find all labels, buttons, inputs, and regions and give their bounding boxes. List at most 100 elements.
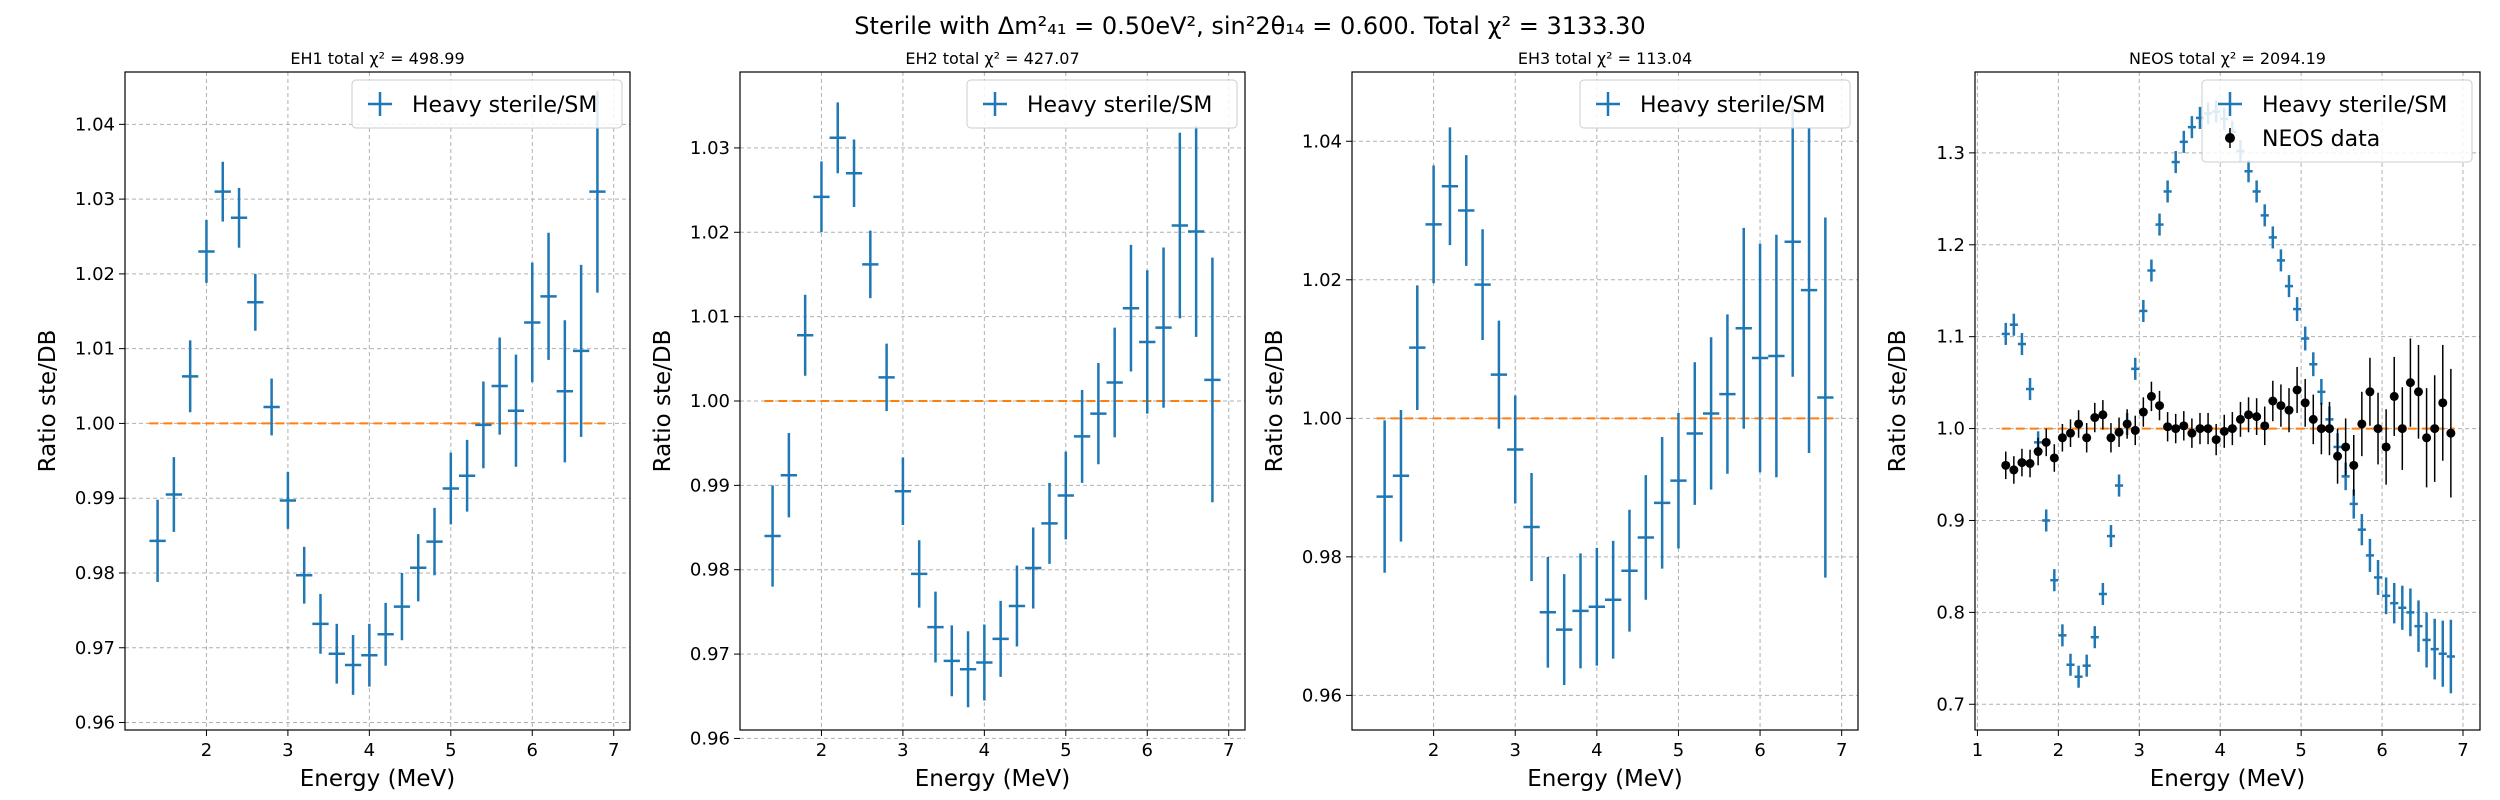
x-tick-label: 4: [2214, 740, 2225, 761]
data-point: [2106, 433, 2116, 443]
data-point: [2211, 435, 2221, 445]
data-point: [2195, 424, 2205, 434]
y-tick-label: 1.01: [75, 339, 115, 360]
y-tick-label: 1.04: [75, 114, 115, 135]
data-point: [2074, 419, 2084, 429]
subplot-title: NEOS total χ² = 2094.19: [2129, 49, 2326, 68]
x-tick-label: 6: [2376, 740, 2387, 761]
legend: Heavy sterile/SM: [966, 79, 1238, 129]
x-tick-label: 6: [1142, 740, 1153, 761]
data-point: [2284, 405, 2294, 415]
data-point: [2138, 407, 2148, 417]
data-point: [2057, 433, 2067, 443]
x-tick-label: 7: [608, 740, 619, 761]
data-point: [2389, 391, 2399, 401]
axes-frame: [1974, 71, 2481, 731]
x-tick-label: 3: [282, 740, 293, 761]
legend: Heavy sterile/SM: [351, 79, 623, 129]
data-point: [2227, 424, 2237, 434]
x-tick-label: 3: [897, 740, 908, 761]
data-point: [2357, 419, 2367, 429]
subplot-title: EH3 total χ² = 113.04: [1518, 49, 1692, 68]
legend-box: [966, 79, 1238, 129]
x-tick-label: 5: [1673, 740, 1684, 761]
data-point: [2001, 460, 2011, 470]
data-point: [2122, 419, 2132, 429]
data-point: [2098, 410, 2108, 420]
figure-suptitle: Sterile with Δm²₄₁ = 0.50eV², sin²2θ₁₄ =…: [854, 12, 1646, 40]
x-tick-label: 2: [2053, 740, 2064, 761]
data-point: [2324, 424, 2334, 434]
x-axis-label: Energy (MeV): [1527, 766, 1683, 792]
y-tick-label: 0.99: [75, 488, 115, 509]
data-point: [2090, 413, 2100, 423]
y-tick-label: 1.02: [690, 222, 730, 243]
data-point: [2252, 412, 2262, 422]
y-tick-label: 1.01: [690, 307, 730, 328]
x-tick-label: 7: [1836, 740, 1847, 761]
subplot-1: 2 3 4 5 6 7 0.96 0.97 0.98 0.99 1.00 1.01 1.02 1.03 1.…: [35, 49, 631, 792]
data-point: [2244, 410, 2254, 420]
data-point: [2405, 378, 2415, 388]
series-heavy-sterile-sm: [2001, 100, 2455, 694]
data-point: [2430, 424, 2440, 434]
data-point: [2082, 433, 2092, 443]
data-point: [2292, 385, 2302, 395]
x-tick-label: 6: [1754, 740, 1765, 761]
data-point: [2171, 424, 2181, 434]
series-heavy-sterile-sm: [149, 90, 606, 695]
y-tick-label: 0.99: [690, 475, 730, 496]
data-point: [2349, 460, 2359, 470]
y-tick-label: 0.98: [75, 563, 115, 584]
x-tick-label: 2: [816, 740, 827, 761]
x-tick-label: 2: [1428, 740, 1439, 761]
data-point: [2365, 387, 2375, 397]
data-point: [2155, 401, 2165, 411]
data-point: [2041, 437, 2051, 447]
subplot-3: 2 3 4 5 6 7 0.96 0.98 1.00 1.02 1.04 EH3 total χ² =…: [1262, 49, 1859, 792]
y-tick-label: 0.96: [1302, 685, 1342, 706]
data-point: [2033, 447, 2043, 457]
data-point: [2341, 442, 2351, 452]
legend: Heavy sterile/SM NEOS data: [2201, 79, 2473, 163]
y-tick-label: 0.97: [75, 638, 115, 659]
x-tick-label: 3: [2134, 740, 2145, 761]
y-tick-label: 0.98: [690, 560, 730, 581]
data-point: [2438, 398, 2448, 408]
y-tick-label: 1.0: [1936, 419, 1965, 440]
y-tick-label: 0.96: [75, 713, 115, 734]
x-tick-label: 4: [979, 740, 990, 761]
subplot-title: EH2 total χ² = 427.07: [905, 49, 1079, 68]
data-point: [2163, 422, 2173, 432]
subplot-2: 2 3 4 5 6 7 0.96 0.97 0.98 0.99 1.00 1.01 1.02 1.03 EH…: [650, 49, 1246, 792]
data-point: [2381, 442, 2391, 452]
y-tick-label: 1.00: [75, 413, 115, 434]
y-tick-label: 1.00: [1302, 408, 1342, 429]
data-point: [2146, 391, 2156, 401]
y-axis-label: Ratio ste/DB: [1262, 330, 1288, 473]
legend-box: [1579, 79, 1851, 129]
y-tick-label: 1.02: [75, 264, 115, 285]
x-axis-label: Energy (MeV): [300, 766, 456, 792]
subplot-4: 1 2 3 4 5 6 7 0.7 0.8 0.9 1.0 1.1 1.2 1.3 NEOS total χ…: [1885, 49, 2481, 792]
data-point: [2203, 424, 2213, 434]
x-axis-label: Energy (MeV): [915, 766, 1071, 792]
data-point: [2065, 428, 2075, 438]
x-tick-label: 7: [2457, 740, 2468, 761]
y-tick-label: 0.97: [690, 644, 730, 665]
axes-frame: [739, 71, 1246, 731]
data-point: [2219, 426, 2229, 436]
legend-box: [351, 79, 623, 129]
data-point: [2308, 414, 2318, 424]
y-axis-label: Ratio ste/DB: [1885, 330, 1911, 473]
data-point: [2025, 458, 2035, 468]
data-point: [2260, 421, 2270, 431]
data-point: [2333, 451, 2343, 461]
x-tick-label: 5: [2295, 740, 2306, 761]
x-tick-label: 2: [201, 740, 212, 761]
data-point: [2017, 458, 2027, 468]
series-heavy-sterile-sm: [764, 102, 1221, 708]
data-point: [2413, 387, 2423, 397]
y-tick-label: 0.96: [690, 728, 730, 749]
